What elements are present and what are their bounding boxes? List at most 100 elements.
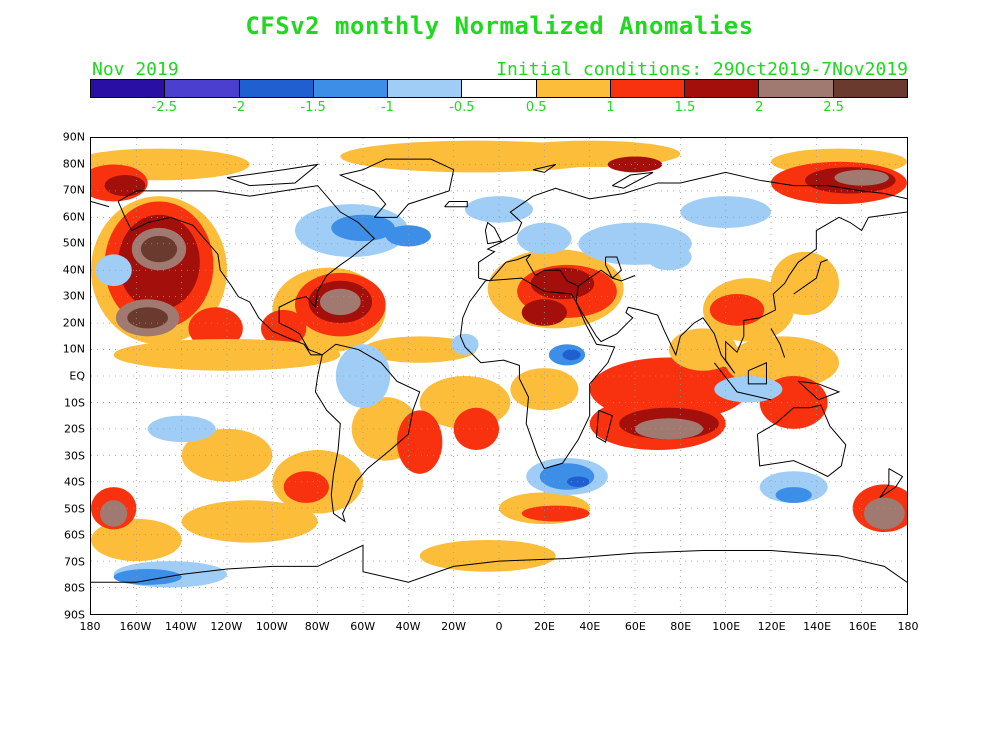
coastline [595, 409, 613, 443]
coastline [793, 259, 828, 295]
coastline [797, 380, 841, 401]
colorbar-segment [313, 80, 389, 97]
latitude-tick-label: 10N [62, 342, 85, 356]
coastline [605, 256, 622, 279]
longitude-tick-label: 60E [624, 620, 646, 633]
longitude-tick-label: 160W [119, 620, 152, 633]
coastline [578, 269, 636, 287]
anomaly-region [680, 196, 772, 228]
longitude-tick-label: 180 [897, 620, 919, 633]
latitude-tick-label: 30N [62, 289, 85, 303]
longitude-tick-label: 120E [757, 620, 786, 633]
anomaly-region [562, 349, 581, 361]
anomaly-region [181, 428, 273, 482]
longitude-tick-label: 20W [441, 620, 466, 633]
coastline [747, 362, 767, 385]
anomaly-region [775, 487, 812, 503]
longitude-tick-label: 80W [304, 620, 330, 633]
colorbar-tick-label: -0.5 [449, 100, 475, 115]
anomaly-region [419, 539, 556, 572]
longitude-tick-label: 40W [395, 620, 421, 633]
coastlines [91, 158, 907, 583]
longitude-tick-label: 80E [670, 620, 692, 633]
anomaly-region [521, 505, 590, 522]
colorbar [90, 79, 908, 98]
latitude-tick-label: 70S [64, 555, 85, 569]
anomaly-region [104, 175, 146, 197]
anomaly-region [397, 410, 443, 474]
anomaly-region [451, 333, 479, 355]
colorbar-tick-label: 1 [606, 100, 615, 115]
colorbar-segment [91, 80, 166, 97]
anomaly-region [188, 307, 243, 350]
coastline [612, 171, 654, 189]
latitude-tick-label: 90S [64, 608, 85, 622]
coastline [226, 163, 320, 187]
colorbar-tick-label: -2.5 [151, 100, 178, 115]
anomaly-region [567, 476, 590, 488]
coastline [338, 158, 455, 218]
coastline [444, 200, 468, 208]
anomaly-region [465, 196, 533, 223]
colorbar-segment [685, 80, 760, 97]
longitude-tick-label: 100E [712, 620, 741, 633]
longitude-tick-label: 140W [164, 620, 197, 633]
anomaly-region [453, 407, 500, 451]
anomaly-region [319, 288, 361, 316]
latitude-tick-label: 60S [64, 528, 85, 542]
coastline [756, 404, 847, 478]
latitude-tick-label: 40S [64, 475, 85, 489]
anomaly-region [95, 254, 132, 287]
colorbar-segment [239, 80, 314, 97]
latitude-tick-label: 60N [62, 210, 85, 224]
colorbar-segment [165, 80, 240, 97]
anomaly-region [714, 376, 783, 403]
latitude-tick-label: 70N [62, 183, 85, 197]
colorbar-tick-label: 1.5 [674, 100, 696, 115]
colorbar-tick-label: -1 [380, 100, 394, 115]
map-title: CFSv2 monthly Normalized Anomalies [245, 12, 754, 40]
colorbar-segment [462, 80, 537, 97]
anomaly-region [510, 368, 579, 411]
anomaly-region [607, 156, 663, 173]
latitude-tick-label: EQ [69, 369, 85, 383]
anomaly-map [90, 137, 908, 615]
anomaly-region [113, 569, 182, 585]
longitude-tick-label: 160E [848, 620, 877, 633]
latitude-tick-label: 30S [64, 449, 85, 463]
anomaly-region [771, 251, 839, 316]
anomaly-fields [91, 140, 907, 588]
longitude-tick-label: 140E [803, 620, 832, 633]
coastline [532, 163, 556, 173]
anomaly-region [725, 336, 839, 390]
longitude-tick-label: 0 [495, 620, 503, 633]
latitude-tick-label: 90N [62, 130, 85, 144]
anomaly-region [91, 518, 182, 562]
colorbar-segment [610, 80, 686, 97]
anomaly-region [834, 169, 889, 186]
anomaly-region [709, 294, 765, 326]
colorbar-tick-label: 0.5 [525, 100, 547, 115]
anomaly-region [646, 243, 692, 271]
longitude-tick-label: 20E [533, 620, 555, 633]
coastline [478, 171, 907, 279]
coastline [91, 544, 907, 583]
anomaly-region [181, 500, 318, 543]
anomaly-region [127, 307, 169, 329]
colorbar-segment [536, 80, 611, 97]
anomaly-region [140, 235, 178, 263]
anomaly-region [517, 222, 572, 255]
latitude-tick-label: 50N [62, 236, 85, 250]
latitude-tick-label: 10S [64, 396, 85, 410]
coastline [484, 221, 503, 245]
anomaly-region [261, 309, 307, 347]
longitude-tick-label: 100W [255, 620, 288, 633]
forecast-month: Nov 2019 [92, 59, 179, 80]
latitude-tick-label: 80N [62, 157, 85, 171]
anomaly-region [363, 336, 477, 363]
latitude-tick-label: 40N [62, 263, 85, 277]
colorbar-tick-label: 2.5 [823, 100, 844, 115]
coastline [314, 343, 421, 523]
colorbar-segment [833, 80, 907, 97]
coastline [879, 468, 904, 499]
